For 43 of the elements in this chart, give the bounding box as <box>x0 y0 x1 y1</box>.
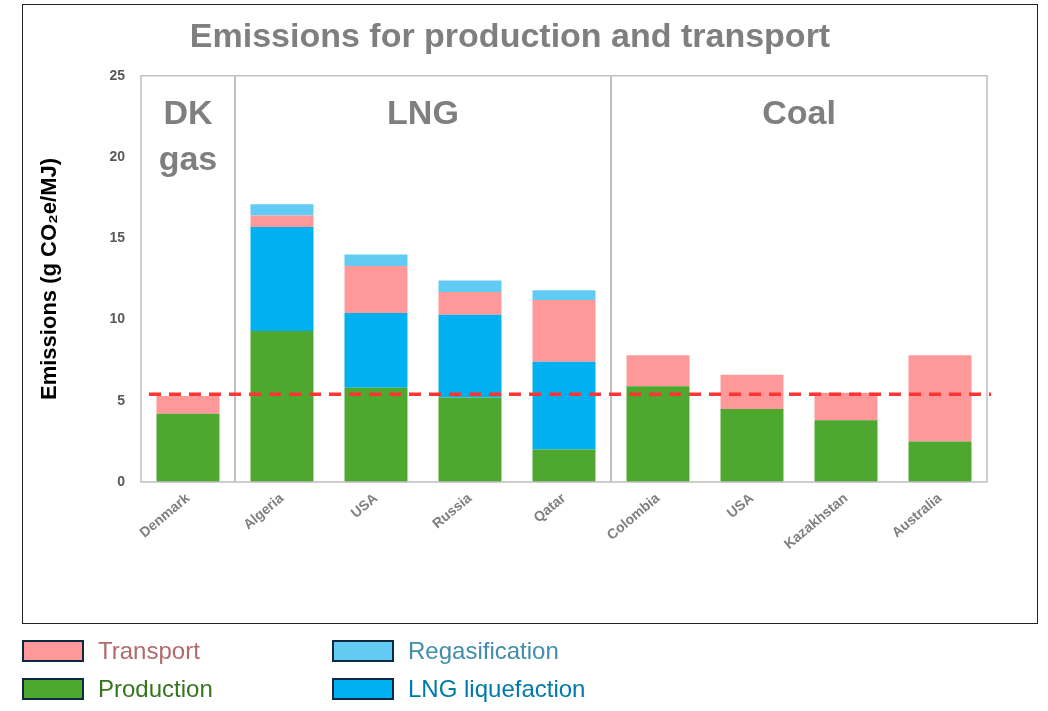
bar <box>908 441 972 483</box>
chart-title: Emissions for production and transport <box>189 15 831 54</box>
annotation: Coal <box>762 93 836 132</box>
bar <box>532 290 596 301</box>
bar <box>438 397 502 483</box>
y-tick-label: 10 <box>109 310 126 327</box>
bar <box>438 291 502 315</box>
bar <box>438 314 502 398</box>
bar <box>720 374 784 409</box>
bar <box>908 355 972 442</box>
bar <box>344 387 408 483</box>
bar <box>250 226 314 331</box>
annotation: LNG <box>387 93 459 132</box>
bar <box>344 313 408 388</box>
bar <box>626 386 690 483</box>
y-axis-title: Emissions (g CO₂e/MJ) <box>36 157 62 400</box>
x-tick-label: USA <box>723 489 757 521</box>
bar <box>532 449 596 483</box>
bar <box>344 265 408 314</box>
bar <box>626 355 690 387</box>
legend-label: Transport <box>98 637 200 665</box>
legend-label: LNG liquefaction <box>408 675 586 703</box>
bar <box>156 413 220 483</box>
bar <box>250 204 314 216</box>
y-tick-label: 15 <box>109 229 126 246</box>
bar <box>250 330 314 483</box>
bar <box>156 395 220 414</box>
bar <box>814 420 878 483</box>
bar <box>344 254 408 266</box>
annotation: DK gas <box>158 93 218 178</box>
legend-label: Regasification <box>408 637 559 665</box>
bar <box>532 300 596 362</box>
bar <box>720 408 784 483</box>
legend-label: Production <box>98 675 213 703</box>
y-tick-label: 5 <box>117 391 126 408</box>
bar <box>438 280 502 292</box>
bar <box>814 392 878 421</box>
y-tick-label: 20 <box>109 147 126 164</box>
x-tick-label: USA <box>347 489 381 521</box>
bar <box>532 361 596 450</box>
y-tick-label: 25 <box>109 66 126 83</box>
bar <box>250 215 314 227</box>
y-tick-label: 0 <box>117 472 126 489</box>
